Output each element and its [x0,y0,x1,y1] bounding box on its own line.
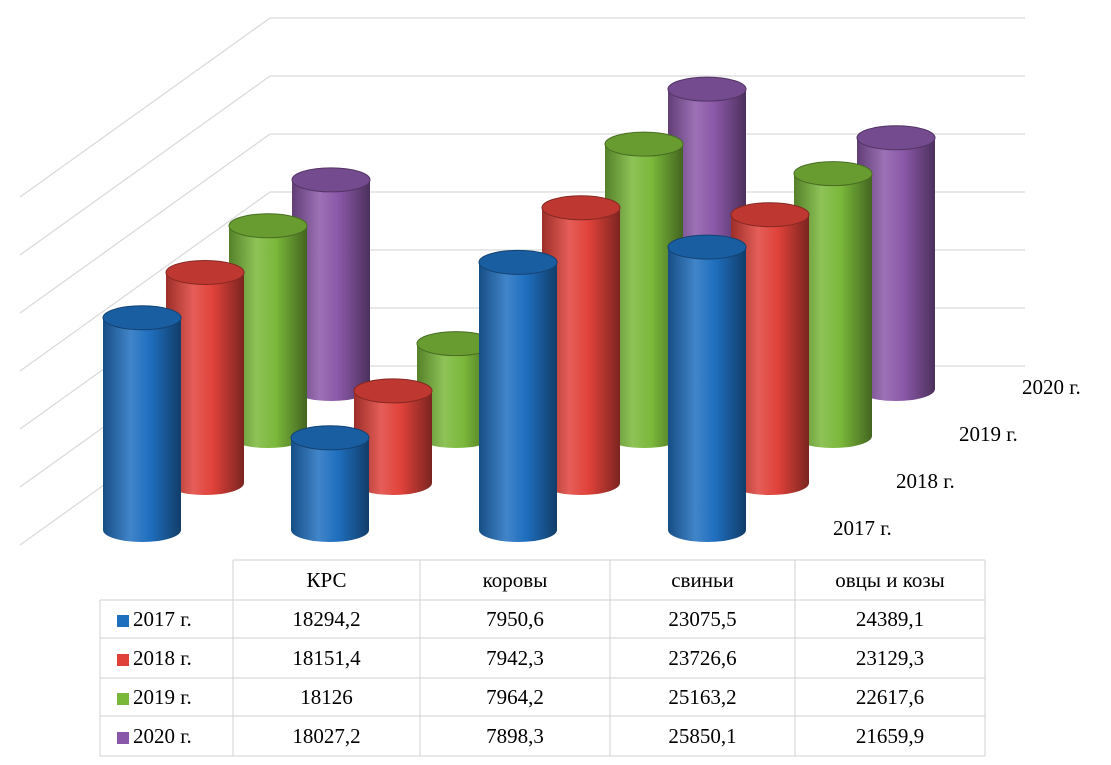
bar-top [541,195,621,221]
bar [292,179,370,401]
bar [229,225,307,448]
bar [103,317,181,542]
bar [354,390,432,495]
bar [542,207,620,496]
table-value: 7950,6 [486,607,544,631]
bar-top [667,234,747,260]
bar-top [291,167,371,193]
depth-label: 2017 г. [833,516,892,540]
bar [417,343,495,448]
table-value: 25850,1 [668,724,736,748]
table-header: КРС [307,568,347,592]
bar-top [165,259,245,285]
legend-swatch [117,732,129,744]
depth-label: 2018 г. [896,469,955,493]
grid-line [19,75,1025,256]
table-value: 18151,4 [292,646,361,670]
table-value: 18126 [300,685,353,709]
bar-top [228,213,308,239]
bar-top [730,202,810,228]
table-value: 23726,6 [668,646,736,670]
bar-top [102,305,182,331]
bar-top [353,378,433,404]
bar [794,173,872,448]
table-value: 24389,1 [856,607,924,631]
table-value: 18294,2 [292,607,360,631]
bar-top [793,161,873,187]
legend-label: 2018 г. [133,646,192,670]
bar-top [667,76,747,102]
legend-label: 2020 г. [133,724,192,748]
bar-top [604,131,684,157]
table-header: овцы и козы [835,568,945,592]
table-value: 21659,9 [856,724,924,748]
table-value: 22617,6 [856,685,924,709]
bar [291,437,369,542]
table-value: 7942,3 [486,646,544,670]
grid-line [19,133,1025,314]
depth-label: 2019 г. [959,422,1018,446]
legend-swatch [117,654,129,666]
table-value: 25163,2 [668,685,736,709]
legend-label: 2019 г. [133,685,192,709]
bar [668,247,746,543]
table-header: коровы [483,568,548,592]
bar [166,272,244,495]
depth-label: 2020 г. [1022,375,1081,399]
bar-top [856,125,936,151]
table-value: 7964,2 [486,685,544,709]
bar [479,262,557,542]
table-header: свиньи [671,568,734,592]
grid-line [19,17,1025,198]
bar-top [478,249,558,275]
bar [605,144,683,448]
bar [857,137,935,401]
table-value: 18027,2 [292,724,360,748]
legend-label: 2017 г. [133,607,192,631]
legend-swatch [117,615,129,627]
legend-swatch [117,693,129,705]
bar [731,214,809,495]
table-value: 23075,5 [668,607,736,631]
table-value: 7898,3 [486,724,544,748]
table-value: 23129,3 [856,646,924,670]
grid-line [19,191,1025,372]
bar-top [290,425,370,451]
